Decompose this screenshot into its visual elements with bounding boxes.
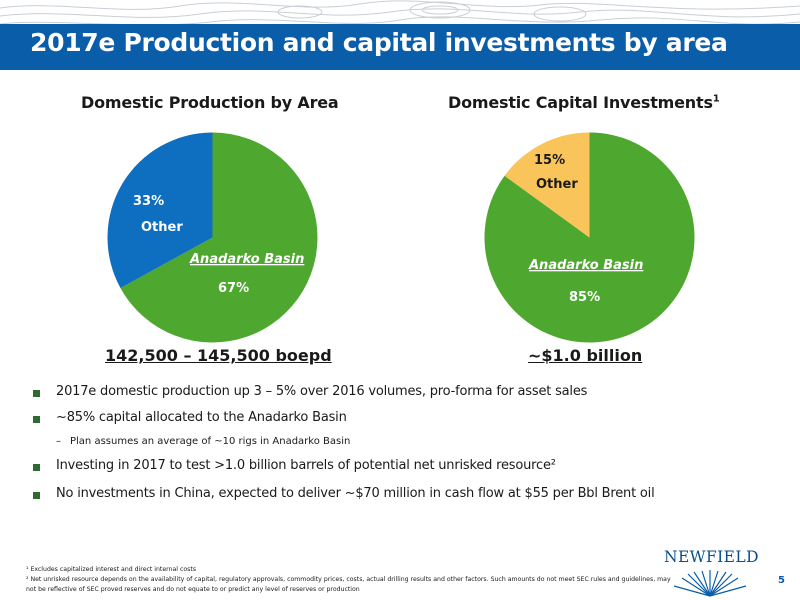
sub-bullet-text: Plan assumes an average of ~10 rigs in A… bbox=[70, 436, 351, 447]
bullet-item: No investments in China, expected to del… bbox=[30, 486, 770, 501]
capital-title-footnote: 1 bbox=[712, 93, 720, 105]
footnote-2: ² Net unrisked resource depends on the a… bbox=[26, 576, 671, 593]
production-summary: 142,500 – 145,500 boepd bbox=[105, 346, 332, 365]
bullet-item: Investing in 2017 to test >1.0 billion b… bbox=[30, 458, 770, 473]
production-anadarko-label: Anadarko Basin bbox=[189, 252, 304, 267]
production-other-pct: 33% bbox=[133, 194, 164, 209]
production-pie-chart: 33% Other Anadarko Basin 67% bbox=[107, 132, 318, 343]
bullet-text: ~85% capital allocated to the Anadarko B… bbox=[56, 410, 347, 425]
newfield-logo: NEWFIELD bbox=[664, 548, 790, 598]
capital-anadarko-label: Anadarko Basin bbox=[528, 258, 643, 273]
production-other-label: Other bbox=[141, 220, 183, 235]
bullet-text: 2017e domestic production up 3 – 5% over… bbox=[56, 384, 588, 399]
sub-bullet-dash: – bbox=[56, 436, 61, 447]
bullet-text: No investments in China, expected to del… bbox=[56, 486, 655, 501]
sunburst-icon bbox=[673, 570, 747, 597]
bullet-item: 2017e domestic production up 3 – 5% over… bbox=[30, 384, 770, 399]
bullet-item: ~85% capital allocated to the Anadarko B… bbox=[30, 410, 770, 425]
footnotes: ¹ Excludes capitalized interest and dire… bbox=[26, 565, 676, 595]
pie-slice-other bbox=[504, 132, 590, 238]
slide-title: 2017e Production and capital investments… bbox=[30, 28, 728, 57]
capital-summary: ~$1.0 billion bbox=[528, 346, 643, 365]
footnote-1: ¹ Excludes capitalized interest and dire… bbox=[26, 566, 197, 573]
bullet-square-icon bbox=[33, 492, 40, 499]
title-banner: 2017e Production and capital investments… bbox=[0, 24, 800, 70]
sub-bullet-item: – Plan assumes an average of ~10 rigs in … bbox=[30, 436, 770, 447]
production-chart-title: Domestic Production by Area bbox=[81, 93, 339, 112]
capital-other-pct: 15% bbox=[534, 153, 565, 168]
capital-chart-title: Domestic Capital Investments1 bbox=[448, 93, 720, 112]
logo-wordmark: NEWFIELD bbox=[664, 548, 759, 566]
capital-other-label: Other bbox=[536, 177, 578, 192]
pie-slice-anadarko-basin bbox=[120, 132, 318, 343]
production-anadarko-pct: 67% bbox=[218, 281, 249, 296]
bullet-square-icon bbox=[33, 390, 40, 397]
bullet-square-icon bbox=[33, 464, 40, 471]
bullet-text: Investing in 2017 to test >1.0 billion b… bbox=[56, 458, 556, 473]
page-number: 5 bbox=[778, 575, 785, 586]
bullet-square-icon bbox=[33, 416, 40, 423]
capital-anadarko-pct: 85% bbox=[569, 290, 600, 305]
capital-pie-chart: 15% Other Anadarko Basin 85% bbox=[484, 132, 695, 343]
capital-chart-title-text: Domestic Capital Investments bbox=[448, 93, 713, 112]
bullet-list: 2017e domestic production up 3 – 5% over… bbox=[30, 378, 770, 501]
pie-slice-other bbox=[107, 132, 213, 289]
